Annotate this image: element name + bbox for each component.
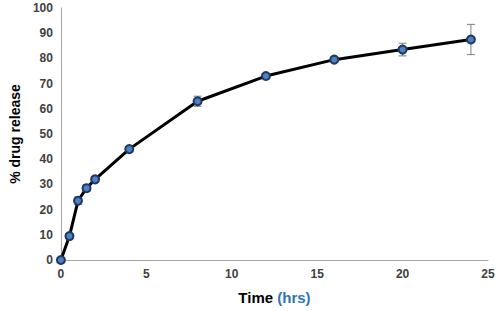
svg-text:15: 15 xyxy=(310,267,324,281)
svg-text:70: 70 xyxy=(40,77,54,91)
svg-text:100: 100 xyxy=(33,1,53,15)
svg-text:0: 0 xyxy=(58,267,65,281)
svg-text:25: 25 xyxy=(481,267,495,281)
svg-text:80: 80 xyxy=(40,51,54,65)
svg-text:90: 90 xyxy=(40,26,54,40)
svg-text:10: 10 xyxy=(40,228,54,242)
svg-text:20: 20 xyxy=(40,203,54,217)
svg-text:% drug release: % drug release xyxy=(7,84,23,184)
svg-text:30: 30 xyxy=(40,177,54,191)
svg-text:5: 5 xyxy=(143,267,150,281)
svg-text:(hrs): (hrs) xyxy=(277,289,310,306)
svg-text:Time: Time xyxy=(238,289,277,306)
svg-text:40: 40 xyxy=(40,152,54,166)
svg-text:0: 0 xyxy=(46,253,53,267)
svg-text:10: 10 xyxy=(225,267,239,281)
svg-text:60: 60 xyxy=(40,102,54,116)
svg-text:20: 20 xyxy=(396,267,410,281)
svg-text:50: 50 xyxy=(40,127,54,141)
